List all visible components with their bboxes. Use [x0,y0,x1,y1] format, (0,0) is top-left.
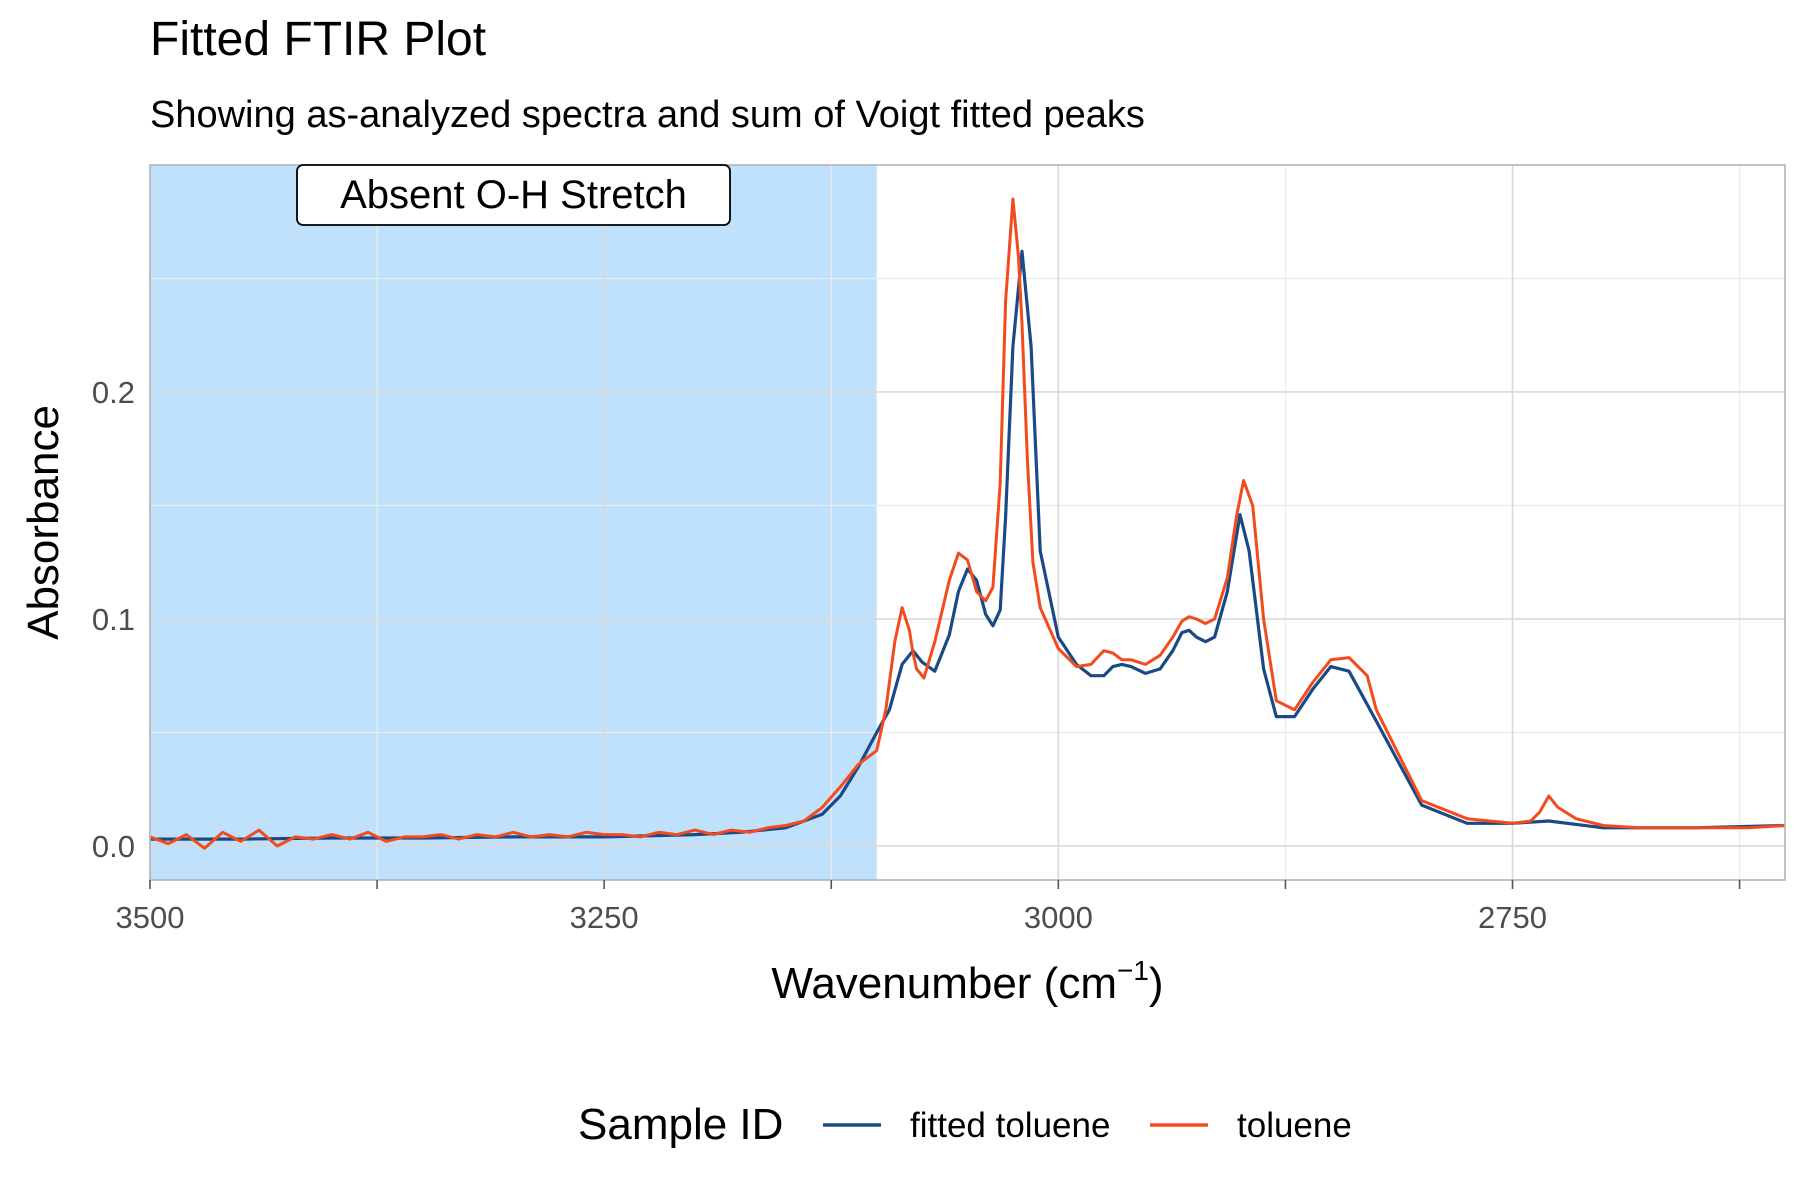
series-line-fitted-toluene [150,249,1786,841]
highlight-region [150,165,877,880]
chart-title: Fitted FTIR Plot [150,13,487,66]
y-axis-label: Absorbance [19,405,68,640]
x-tick-label: 3500 [116,900,185,935]
y-tick-label: 0.1 [92,602,135,637]
plot-background [150,165,877,880]
series-line-toluene [149,197,1786,850]
y-tick-label: 0.0 [92,829,135,864]
x-axis-label: Wavenumber (cm−1) [771,955,1163,1008]
legend: Sample ID fitted toluene toluene [578,1100,1352,1149]
y-tick-label: 0.2 [92,375,135,410]
series-lines [149,197,1786,850]
legend-label-fitted-toluene: fitted toluene [910,1106,1110,1145]
legend-label-toluene: toluene [1237,1106,1352,1145]
annotation-label: Absent O-H Stretch [340,173,687,217]
plot-border [149,164,1786,881]
x-tick-label: 3000 [1024,900,1093,935]
x-tick-label: 3250 [570,900,639,935]
x-tick-label: 2750 [1478,900,1547,935]
legend-title: Sample ID [578,1100,783,1149]
annotation-box [296,164,731,226]
chart-subtitle: Showing as-analyzed spectra and sum of V… [150,94,1145,136]
plot-frame: Absent O-H Stretch [149,164,1786,881]
axes: 3500 3250 3000 2750 0.0 0.1 0.2 Wavenumber (cm−… [19,375,1741,1008]
